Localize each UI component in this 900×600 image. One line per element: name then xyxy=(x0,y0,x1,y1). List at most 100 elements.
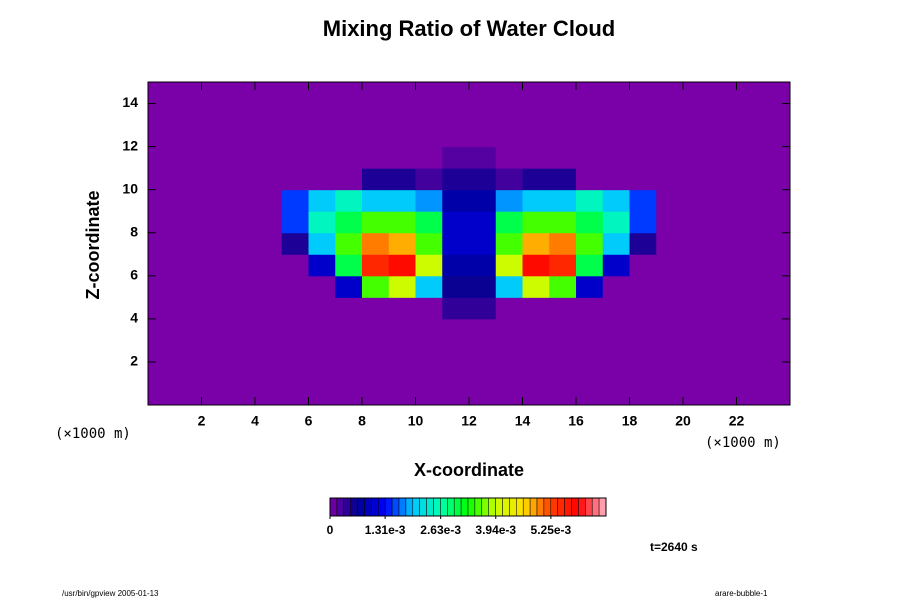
x-tick-label: 10 xyxy=(408,413,424,429)
heatmap-cell xyxy=(442,383,470,406)
heatmap-cell xyxy=(549,103,577,126)
heatmap-cell xyxy=(335,211,363,234)
heatmap-cell xyxy=(549,125,577,148)
heatmap-cell xyxy=(763,125,791,148)
colorbar-swatch xyxy=(405,497,414,517)
colorbar-swatch xyxy=(467,497,476,517)
heatmap-cell xyxy=(174,125,202,148)
heatmap-cell xyxy=(148,361,176,384)
heatmap-cell xyxy=(415,146,443,169)
heatmap-cell xyxy=(335,254,363,277)
heatmap-cell xyxy=(683,297,711,320)
heatmap-cell xyxy=(442,211,470,234)
heatmap-cell xyxy=(469,254,497,277)
heatmap-cell xyxy=(629,275,657,298)
heatmap-cell xyxy=(576,82,604,105)
heatmap-cell xyxy=(522,168,550,191)
heatmap-cell xyxy=(736,297,764,320)
footer-left: /usr/bin/gpview 2005-01-13 xyxy=(62,589,159,598)
heatmap-cell xyxy=(308,146,336,169)
heatmap-cell xyxy=(228,232,256,255)
x-tick-label: 16 xyxy=(568,413,584,429)
heatmap-cell xyxy=(549,340,577,363)
heatmap-cell xyxy=(629,189,657,212)
heatmap-cell xyxy=(495,340,523,363)
heatmap-cell xyxy=(228,125,256,148)
heatmap-cell xyxy=(174,297,202,320)
y-axis-label: Z-coordinate xyxy=(83,190,103,299)
heatmap-cell xyxy=(335,82,363,105)
heatmap-cell xyxy=(201,318,229,341)
x-tick-label: 2 xyxy=(198,413,206,429)
heatmap-cell xyxy=(228,318,256,341)
heatmap-cell xyxy=(522,254,550,277)
heatmap-cell xyxy=(415,383,443,406)
heatmap-cell xyxy=(255,383,283,406)
heatmap-cell xyxy=(174,232,202,255)
heatmap-cell xyxy=(281,103,309,126)
heatmap-cell xyxy=(656,340,684,363)
heatmap-cell xyxy=(148,168,176,191)
colorbar-swatch xyxy=(516,497,524,517)
heatmap-cell xyxy=(388,189,416,212)
heatmap-cell xyxy=(308,361,336,384)
heatmap-cell xyxy=(709,189,737,212)
heatmap-cell xyxy=(308,189,336,212)
colorbar-swatch xyxy=(371,497,379,517)
colorbar-swatch xyxy=(488,497,496,517)
heatmap-cell xyxy=(763,275,791,298)
heatmap-cell xyxy=(362,361,390,384)
heatmap-cell xyxy=(469,146,497,169)
heatmap-cell xyxy=(174,82,202,105)
heatmap-cell xyxy=(308,232,336,255)
heatmap-cell xyxy=(656,232,684,255)
heatmap-cell xyxy=(656,297,684,320)
heatmap-cell xyxy=(469,318,497,341)
heatmap-cell xyxy=(201,297,229,320)
y-tick-label: 2 xyxy=(130,353,138,369)
heatmap-cell xyxy=(549,297,577,320)
colorbar-tick-label: 0 xyxy=(327,523,334,537)
heatmap-cell xyxy=(362,189,390,212)
heatmap-cell xyxy=(281,275,309,298)
heatmap-cell xyxy=(388,275,416,298)
heatmap-cell xyxy=(602,125,630,148)
colorbar-swatch xyxy=(474,497,483,517)
heatmap-cell xyxy=(255,82,283,105)
heatmap-cell xyxy=(388,318,416,341)
colorbar-swatch xyxy=(564,497,572,517)
heatmap-cell xyxy=(335,232,363,255)
heatmap-cell xyxy=(522,383,550,406)
heatmap-cell xyxy=(629,318,657,341)
heatmap-cell xyxy=(201,82,229,105)
heatmap-cell xyxy=(602,103,630,126)
y-unit-label: (×1000 m) xyxy=(55,426,131,442)
heatmap-cell xyxy=(442,168,470,191)
heatmap-cell xyxy=(148,82,176,105)
heatmap-cell xyxy=(629,103,657,126)
heatmap-cell xyxy=(362,254,390,277)
colorbar-swatch xyxy=(557,497,565,517)
heatmap-cell xyxy=(656,125,684,148)
heatmap-cell xyxy=(469,232,497,255)
heatmap-cell xyxy=(388,103,416,126)
heatmap-cell xyxy=(736,383,764,406)
heatmap-cell xyxy=(495,361,523,384)
heatmap-cell xyxy=(174,254,202,277)
heatmap-cell xyxy=(629,82,657,105)
heatmap-cell xyxy=(576,168,604,191)
heatmap-cell xyxy=(709,211,737,234)
heatmap-cell xyxy=(576,103,604,126)
heatmap-cell xyxy=(362,383,390,406)
heatmap-cell xyxy=(415,189,443,212)
heatmap-cell xyxy=(736,211,764,234)
heatmap-cell xyxy=(148,383,176,406)
heatmap-cell xyxy=(522,318,550,341)
heatmap-cell xyxy=(281,168,309,191)
heatmap-cell xyxy=(362,168,390,191)
heatmap-cell xyxy=(415,82,443,105)
heatmap-cell xyxy=(495,189,523,212)
heatmap-cell xyxy=(576,275,604,298)
heatmap-cell xyxy=(228,361,256,384)
